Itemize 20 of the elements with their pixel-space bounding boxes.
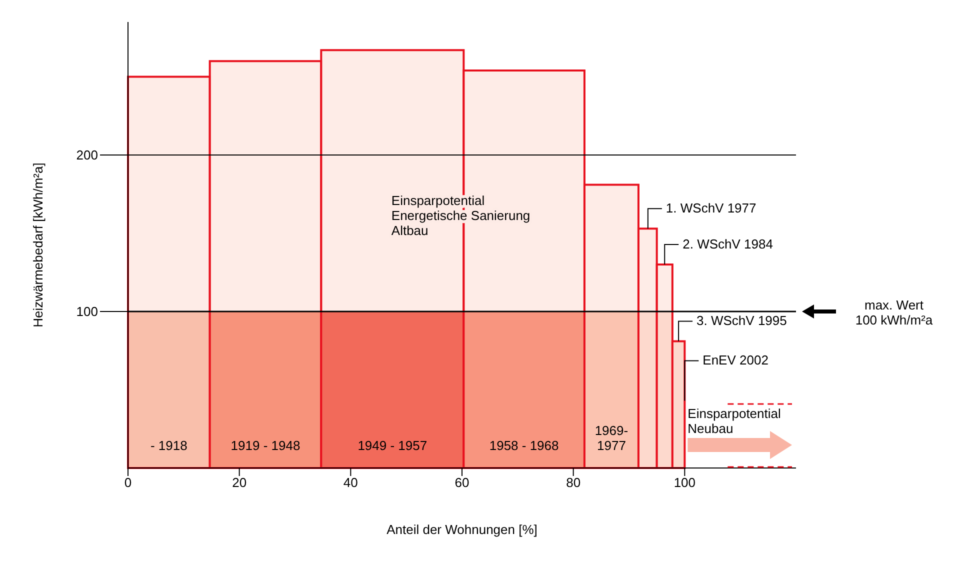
category-label: 1958 - 1968 [489,438,559,453]
annotation: Einsparpotential Neubau [688,406,782,436]
annotation: 2. WSchV 1984 [682,236,773,252]
category-label: 1949 - 1957 [358,438,428,453]
category-label: 1969-1977 [594,423,628,453]
y-axis-title: Heizwärmebedarf [kWh/m²a] [30,162,46,328]
x-tick-label: 80 [566,475,581,490]
x-axis-title: Anteil der Wohnungen [%] [386,522,538,537]
x-tick-label: 60 [454,475,470,490]
category-label: - 1918 [150,438,188,453]
ref-line-label: max. Wert 100 kWh/m²a [855,298,934,328]
x-tick-label: 0 [124,475,132,490]
category-label: 1919 - 1948 [230,438,300,453]
annotation: EnEV 2002 [702,352,768,368]
annotation: 3. WSchV 1995 [696,313,787,328]
x-tick-label: 20 [232,475,247,490]
x-tick-label: 40 [343,475,358,490]
x-tick-label: 100 [674,475,696,490]
y-tick-label: 200 [76,148,98,163]
annotation: 1. WSchV 1977 [666,200,756,216]
